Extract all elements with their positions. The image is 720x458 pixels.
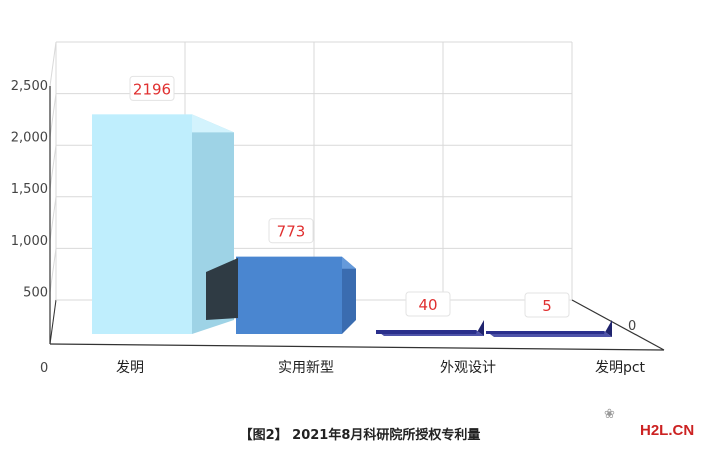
gridline-side bbox=[49, 41, 57, 87]
data-label: 2196 bbox=[133, 80, 171, 98]
bar-2 bbox=[236, 256, 342, 334]
data-label: 5 bbox=[542, 297, 552, 315]
data-label-box bbox=[129, 75, 175, 101]
data-label-box bbox=[524, 292, 570, 318]
y-tick-label: 2,000 bbox=[11, 131, 48, 146]
floor-right-edge bbox=[571, 299, 665, 351]
data-label: 773 bbox=[277, 223, 306, 241]
x-tick-label: 外观设计 bbox=[440, 360, 496, 376]
y-tick-label: 1,000 bbox=[11, 234, 48, 249]
depth-axis-label: 0 bbox=[628, 319, 636, 334]
bar-side-3 bbox=[476, 320, 484, 336]
bar-1-shadow bbox=[206, 258, 238, 320]
data-label-box bbox=[268, 218, 314, 244]
y-tick-label: 2,500 bbox=[11, 79, 48, 94]
bar-1 bbox=[92, 114, 192, 335]
bar-side-2 bbox=[342, 256, 356, 334]
x-tick-label: 发明 bbox=[116, 360, 144, 376]
x-tick-label: 发明pct bbox=[595, 360, 646, 376]
floor-left-edge bbox=[49, 299, 57, 345]
y-tick-label: 1,500 bbox=[11, 182, 48, 197]
y-tick-label: 0 bbox=[40, 361, 48, 376]
data-label: 40 bbox=[418, 296, 437, 314]
data-label-box bbox=[405, 291, 451, 317]
wechat-icon: ❀ bbox=[604, 407, 615, 422]
gridline-side bbox=[49, 196, 57, 241]
watermark-logo: H2L.CN bbox=[640, 422, 695, 439]
gridline-side bbox=[49, 93, 57, 138]
bar-4 bbox=[486, 331, 604, 334]
gridline-side bbox=[49, 145, 57, 190]
bar-side-4 bbox=[604, 320, 612, 337]
y-tick-label: 500 bbox=[23, 285, 48, 300]
bar-3 bbox=[376, 330, 476, 334]
figure-caption: 【图2】 2021年8月科研院所授权专利量 bbox=[239, 428, 481, 443]
x-axis-line bbox=[49, 343, 665, 351]
x-tick-label: 实用新型 bbox=[278, 360, 334, 376]
gridline-side bbox=[49, 248, 57, 293]
